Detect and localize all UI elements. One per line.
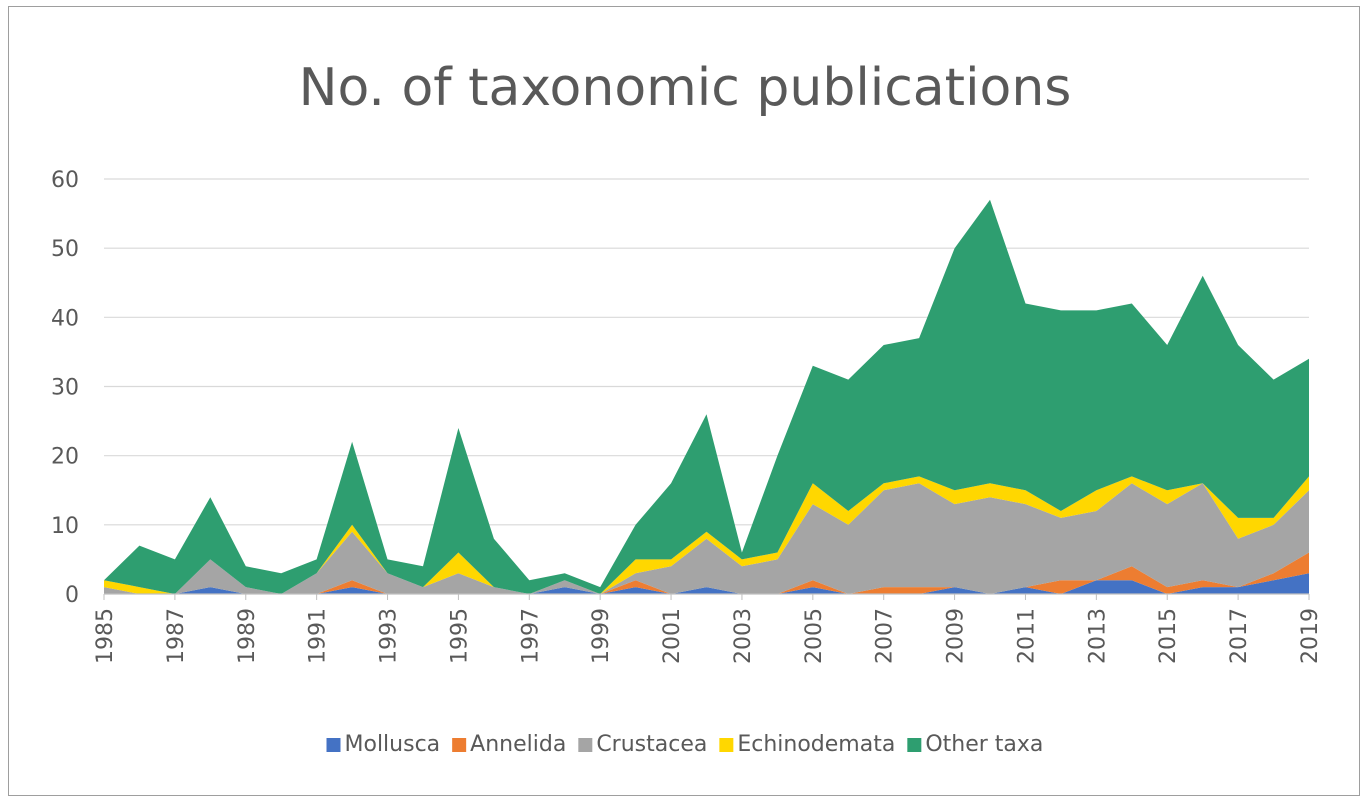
x-tick-label: 2019: [1298, 608, 1323, 664]
x-tick-label: 2009: [944, 608, 969, 664]
x-tick-label: 2005: [802, 608, 827, 664]
legend-item-annelida: Annelida: [452, 732, 566, 757]
x-tick-label: 1997: [518, 608, 543, 664]
x-tick-label: 2001: [660, 608, 685, 664]
y-tick-label: 40: [51, 306, 79, 331]
legend-swatch: [326, 738, 341, 752]
area-chart: No. of taxonomic publications 0 10 20 30 40 5…: [51, 58, 1323, 757]
x-tick-label: 1995: [447, 608, 472, 664]
legend-label: Mollusca: [345, 732, 441, 757]
series-area-crustacea: [104, 483, 1309, 594]
legend-swatch: [907, 738, 922, 752]
y-tick-label: 10: [51, 514, 79, 539]
x-tick-label: 1999: [589, 608, 614, 664]
y-tick-label: 60: [51, 168, 79, 193]
x-tick-label: 2003: [731, 608, 756, 664]
x-tick-label: 2007: [873, 608, 898, 664]
chart-title: No. of taxonomic publications: [299, 58, 1072, 118]
legend-label: Annelida: [470, 732, 566, 757]
chart-frame: No. of taxonomic publications 0 10 20 30 40 5…: [8, 6, 1360, 796]
legend-item-echinodemata: Echinodemata: [719, 732, 895, 757]
x-tick-label: 1993: [377, 608, 402, 664]
x-tick-label: 2011: [1014, 608, 1039, 664]
y-tick-label: 30: [51, 376, 79, 401]
legend-item-mollusca: Mollusca: [326, 732, 441, 757]
legend-swatch: [452, 738, 467, 752]
y-tick-label: 0: [65, 583, 79, 608]
x-tick-label: 1985: [93, 608, 118, 664]
series-area-annelida: [104, 552, 1309, 594]
x-tick-label: 1987: [164, 608, 189, 664]
x-tick-label: 1989: [235, 608, 260, 664]
legend-label: Echinodemata: [737, 732, 895, 757]
series-area-echinodemata: [104, 476, 1309, 594]
legend-item-crustacea: Crustacea: [578, 732, 707, 757]
y-tick-label: 20: [51, 445, 79, 470]
x-tick-label: 2017: [1227, 608, 1252, 664]
x-tick-label: 2013: [1085, 608, 1110, 664]
legend-item-other-taxa: Other taxa: [907, 732, 1043, 757]
legend: Mollusca Annelida Crustacea Echinodemata Oth…: [326, 732, 1043, 757]
legend-swatch: [719, 738, 734, 752]
y-tick-label: 50: [51, 237, 79, 262]
x-axis-ticks: 1985 1987 1989 1991 1993 1995 1997 1999 2001 2003…: [93, 594, 1323, 664]
x-tick-label: 1991: [306, 608, 331, 664]
x-tick-label: 2015: [1156, 608, 1181, 664]
legend-label: Crustacea: [596, 732, 707, 757]
legend-swatch: [578, 738, 593, 752]
legend-label: Other taxa: [925, 732, 1043, 757]
stacked-areas: [104, 199, 1309, 595]
series-area-mollusca: [104, 573, 1309, 594]
y-axis-ticks: 0 10 20 30 40 50 60: [51, 168, 79, 608]
series-area-other-taxa: [104, 199, 1309, 595]
